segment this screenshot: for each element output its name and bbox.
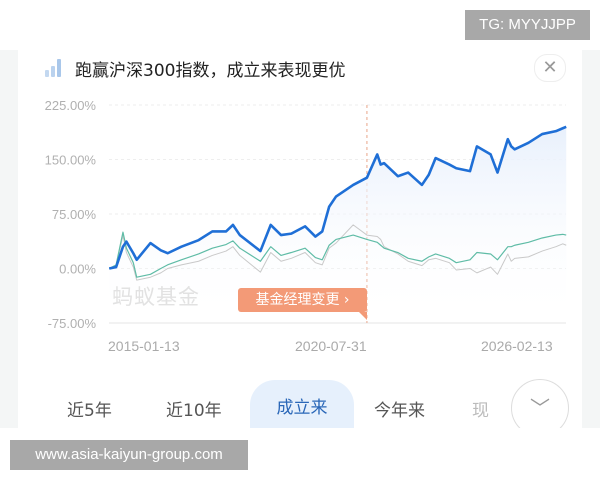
tab-10-years[interactable]: 近10年: [166, 401, 222, 421]
x-tick-mid: 2020-07-31: [295, 338, 367, 354]
tab-current[interactable]: 现: [472, 401, 489, 421]
fund-area: [109, 126, 567, 323]
y-tick-label: -75.00%: [48, 316, 97, 331]
manager-change-badge[interactable]: 基金经理变更 ›: [238, 288, 367, 320]
watermark-bottom: www.asia-kaiyun-group.com: [10, 440, 248, 470]
bar-chart-icon: [45, 59, 67, 77]
tab-year-to-date[interactable]: 今年来: [374, 401, 425, 421]
tab-since-inception[interactable]: 成立来: [250, 380, 354, 430]
card-title: 跑赢沪深300指数，成立来表现更优: [75, 61, 346, 81]
tab-5-years[interactable]: 近5年: [67, 401, 112, 421]
benchmark-line: [108, 231, 567, 278]
fund-line: [108, 125, 567, 270]
y-tick-label: 75.00%: [52, 207, 97, 222]
chevron-down-icon[interactable]: ﹀: [511, 379, 569, 437]
index-line: [109, 224, 567, 281]
x-tick-end: 2026-02-13: [481, 338, 553, 354]
y-tick-label: 225.00%: [45, 98, 97, 113]
watermark-top: TG: MYYJJPP: [465, 10, 590, 40]
x-tick-start: 2015-01-13: [108, 338, 180, 354]
y-tick-label: 0.00%: [59, 262, 96, 277]
close-icon[interactable]: ✕: [534, 54, 566, 82]
y-tick-label: 150.00%: [45, 153, 97, 168]
chart-watermark: 蚂蚁基金: [112, 285, 200, 309]
